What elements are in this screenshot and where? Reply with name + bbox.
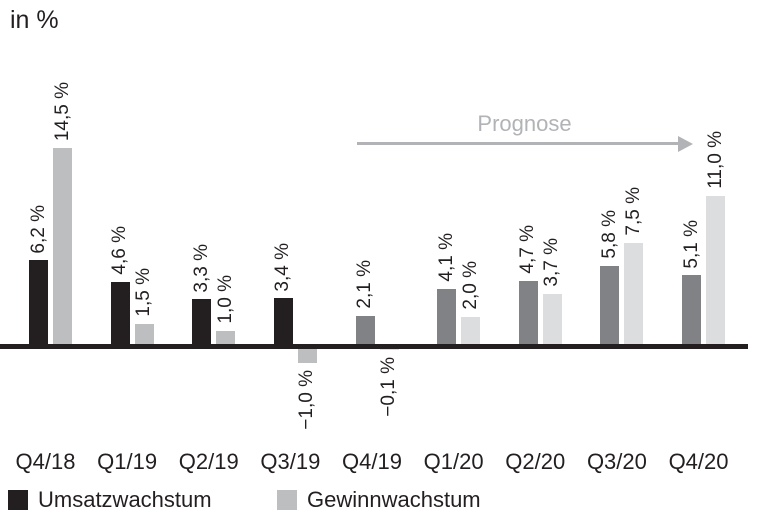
- bar-value-label-gewinnwachstum-q4-18: 14,5 %: [51, 82, 73, 142]
- x-axis-label-q4-20: Q4/20: [668, 449, 729, 474]
- bar-value-label-umsatzwachstum-q4-19: 2,1 %: [354, 260, 376, 309]
- bar-value-label-gewinnwachstum-q4-20: 11,0 %: [704, 130, 726, 189]
- chart-title: in %: [10, 6, 59, 34]
- x-axis-label-q3-19: Q3/19: [260, 449, 321, 474]
- bar-gewinnwachstum-q3-19: [297, 349, 317, 363]
- legend: Umsatzwachstum Gewinnwachstum: [0, 488, 758, 514]
- bar-umsatzwachstum-q1-19: [110, 281, 130, 344]
- bar-value-label-umsatzwachstum-q4-18: 6,2 %: [27, 204, 49, 254]
- bar-gewinnwachstum-q1-20: [461, 317, 481, 344]
- bar-value-label-umsatzwachstum-q2-19: 3,3 %: [190, 243, 212, 293]
- x-axis-label-q4-19: Q4/19: [342, 449, 402, 474]
- bar-umsatzwachstum-q4-20: [682, 275, 702, 344]
- bar-gewinnwachstum-q3-20: [624, 242, 644, 344]
- bar-value-label-gewinnwachstum-q3-20: 7,5 %: [622, 187, 644, 236]
- bar-value-label-umsatzwachstum-q1-19: 4,6 %: [109, 226, 131, 275]
- bar-value-label-gewinnwachstum-q1-20: 2,0 %: [459, 261, 481, 310]
- forecast-arrow-head-icon: [678, 136, 693, 152]
- bar-umsatzwachstum-q3-19: [273, 298, 293, 344]
- bar-umsatzwachstum-q2-19: [192, 299, 212, 344]
- bar-gewinnwachstum-q1-19: [134, 323, 154, 344]
- legend-swatch-umsatzwachstum: [8, 490, 28, 510]
- bar-gewinnwachstum-q2-19: [216, 330, 236, 344]
- bar-gewinnwachstum-q4-20: [706, 195, 726, 344]
- bar-value-label-umsatzwachstum-q4-20: 5,1 %: [680, 219, 702, 269]
- legend-label-gewinnwachstum: Gewinnwachstum: [307, 487, 481, 512]
- bar-value-label-gewinnwachstum-q2-19: 1,0 %: [214, 274, 236, 324]
- bar-gewinnwachstum-q4-18: [53, 148, 72, 344]
- bar-value-label-umsatzwachstum-q3-19: 3,4 %: [272, 242, 294, 292]
- bar-umsatzwachstum-q2-20: [518, 280, 538, 344]
- bar-value-label-umsatzwachstum-q1-20: 4,1 %: [435, 233, 457, 282]
- x-axis-label-q3-20: Q3/20: [586, 449, 647, 474]
- bar-value-label-umsatzwachstum-q3-20: 5,8 %: [598, 210, 620, 259]
- x-axis-label-q2-20: Q2/20: [505, 449, 566, 474]
- bar-umsatzwachstum-q4-19: [355, 315, 375, 344]
- bar-umsatzwachstum-q4-18: [29, 260, 48, 344]
- bar-umsatzwachstum-q1-20: [437, 288, 457, 344]
- legend-label-umsatzwachstum: Umsatzwachstum: [38, 487, 212, 512]
- bar-gewinnwachstum-q2-20: [542, 294, 562, 344]
- x-axis-label-q1-20: Q1/20: [423, 449, 484, 474]
- x-axis-line: [0, 344, 748, 349]
- bar-value-label-gewinnwachstum-q4-19: −0,1 %: [378, 357, 400, 418]
- bar-gewinnwachstum-q4-19: [379, 349, 399, 351]
- bar-value-label-umsatzwachstum-q2-20: 4,7 %: [517, 224, 539, 274]
- bar-value-label-gewinnwachstum-q3-19: −1,0 %: [296, 369, 318, 430]
- legend-item-gewinnwachstum: Gewinnwachstum: [277, 488, 481, 512]
- x-axis-label-q2-19: Q2/19: [178, 449, 239, 474]
- bar-value-label-gewinnwachstum-q2-20: 3,7 %: [541, 238, 563, 288]
- bar-umsatzwachstum-q3-20: [600, 265, 620, 344]
- bar-value-label-gewinnwachstum-q1-19: 1,5 %: [133, 268, 155, 317]
- x-axis-label-q4-18: Q4/18: [15, 449, 76, 474]
- forecast-arrow-line: [357, 142, 680, 145]
- forecast-annotation: Prognose: [477, 111, 572, 136]
- x-axis-label-q1-19: Q1/19: [97, 449, 158, 474]
- legend-swatch-gewinnwachstum: [277, 490, 297, 510]
- legend-item-umsatzwachstum: Umsatzwachstum: [8, 488, 212, 512]
